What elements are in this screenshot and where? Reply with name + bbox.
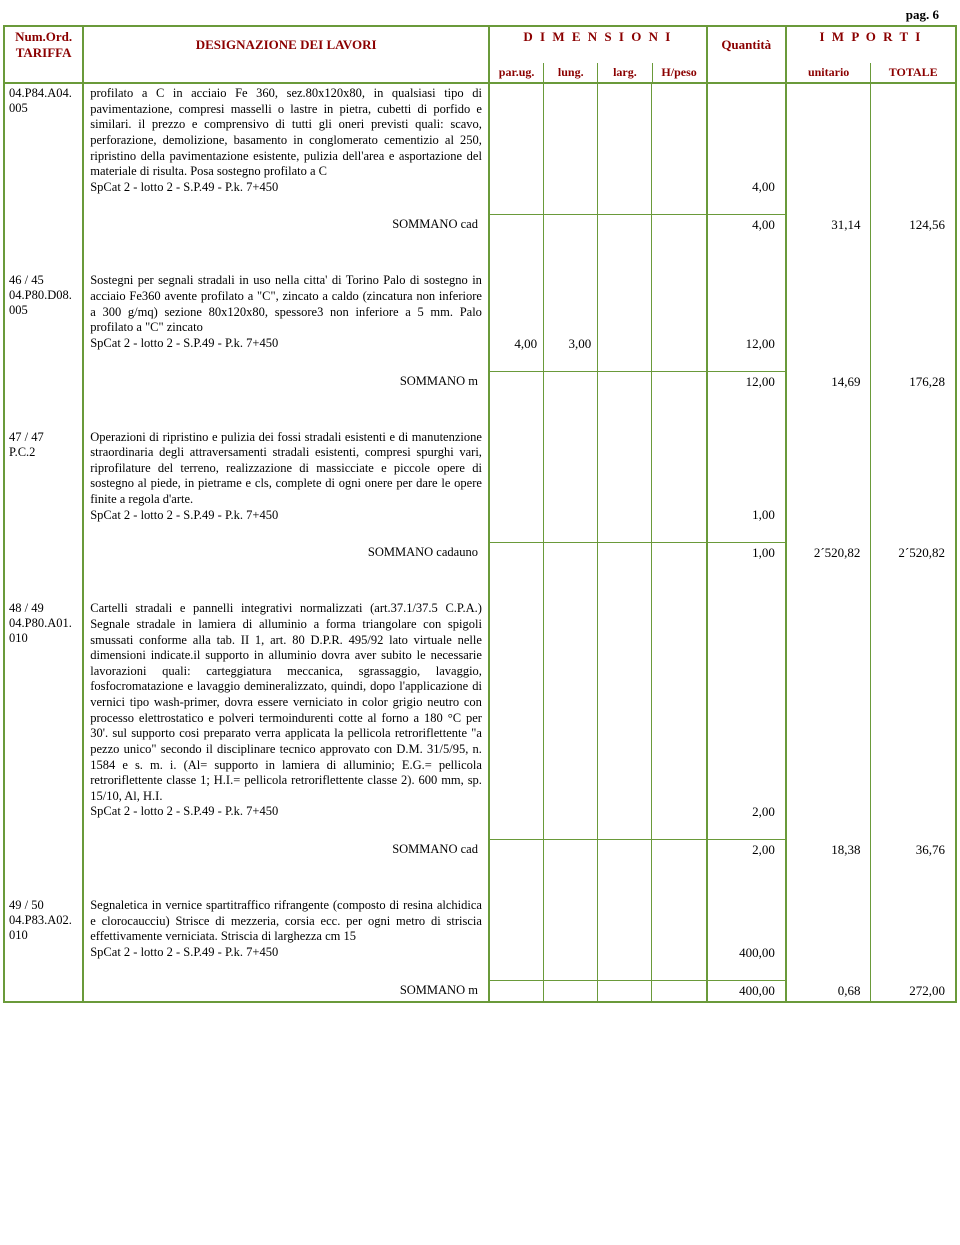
desc-text: Operazioni di ripristino e pulizia dei f… [90, 430, 482, 507]
spcat-text: SpCat 2 - lotto 2 - S.P.49 - P.k. 7+450 [90, 945, 278, 959]
row-qty: 400,00 [708, 896, 787, 963]
code-line: 005 [9, 101, 28, 115]
table-row: 48 / 49 04.P80.A01. 010 Cartelli stradal… [5, 599, 955, 822]
sommano-row: SOMMANO cad 2,00 18,38 36,76 [5, 840, 955, 860]
hdr-sub-dim: par.ug. lung. larg. H/peso [490, 63, 708, 82]
row-qty: 4,00 [708, 84, 787, 197]
row-desc: profilato a C in acciaio Fe 360, sez.80x… [84, 84, 490, 197]
hdr-tariffa-label: TARIFFA [9, 45, 78, 61]
sommano-row: SOMMANO cad 4,00 31,14 124,56 [5, 215, 955, 235]
table-header-sub: par.ug. lung. larg. H/peso unitario TOTA… [5, 63, 955, 84]
code-line: 04.P83.A02. [9, 913, 72, 927]
hdr-tariffa: Num.Ord. TARIFFA [5, 27, 84, 63]
code-line: 04.P80.A01. [9, 616, 72, 630]
total-price: 36,76 [871, 840, 955, 860]
row-desc: Sostegni per segnali stradali in uso nel… [84, 271, 490, 353]
total-price: 2´520,82 [871, 543, 955, 563]
total-price: 124,56 [871, 215, 955, 235]
table-row: 04.P84.A04. 005 profilato a C in acciaio… [5, 84, 955, 197]
code-line: 04.P80.D08. [9, 288, 72, 302]
hdr-design: DESIGNAZIONE DEI LAVORI [84, 27, 490, 63]
desc-text: Sostegni per segnali stradali in uso nel… [90, 273, 482, 334]
row-code: 04.P84.A04. 005 [5, 84, 84, 197]
spcat-text: SpCat 2 - lotto 2 - S.P.49 - P.k. 7+450 [90, 508, 278, 522]
spacer [5, 963, 955, 981]
sommano-label: SOMMANO cad [84, 215, 490, 235]
code-line: 04.P84.A04. [9, 86, 72, 100]
hdr-unitario: unitario [787, 63, 872, 82]
desc-text: Segnaletica in vernice spartitraffico ri… [90, 898, 482, 943]
row-qty: 1,00 [708, 428, 787, 526]
desc-text: profilato a C in acciaio Fe 360, sez.80x… [90, 86, 482, 178]
page: pag. 6 Num.Ord. TARIFFA DESIGNAZIONE DEI… [0, 0, 960, 1006]
sommano-label: SOMMANO m [84, 981, 490, 1001]
sommano-label: SOMMANO cad [84, 840, 490, 860]
spcat-text: SpCat 2 - lotto 2 - S.P.49 - P.k. 7+450 [90, 336, 278, 350]
desc-text: Cartelli stradali e pannelli integrativi… [90, 601, 482, 803]
sommano-row: SOMMANO m 400,00 0,68 272,00 [5, 981, 955, 1001]
table-row: 49 / 50 04.P83.A02. 010 Segnaletica in v… [5, 896, 955, 963]
hdr-hpeso: H/peso [653, 63, 706, 82]
sommano-qty: 2,00 [708, 840, 787, 860]
row-desc: Operazioni di ripristino e pulizia dei f… [84, 428, 490, 526]
hdr-numord: Num.Ord. [9, 29, 78, 45]
hdr-lung: lung. [544, 63, 598, 82]
sommano-qty: 12,00 [708, 372, 787, 392]
code-line: 49 / 50 [9, 898, 44, 912]
unit-price: 18,38 [787, 840, 872, 860]
code-line: 005 [9, 303, 28, 317]
hdr-sub-design [84, 63, 490, 82]
table-row: 46 / 45 04.P80.D08. 005 Sostegni per seg… [5, 271, 955, 353]
row-code: 47 / 47 P.C.2 [5, 428, 84, 526]
spcat-text: SpCat 2 - lotto 2 - S.P.49 - P.k. 7+450 [90, 804, 278, 818]
hdr-totale: TOTALE [871, 63, 955, 82]
unit-price: 2´520,82 [787, 543, 872, 563]
spacer [5, 525, 955, 543]
table-header-top: Num.Ord. TARIFFA DESIGNAZIONE DEI LAVORI… [5, 27, 955, 63]
row-qty: 12,00 [708, 271, 787, 353]
sommano-label: SOMMANO m [84, 372, 490, 392]
parug-val: 4,00 [490, 271, 544, 353]
hdr-sub-qty [708, 63, 787, 82]
spcat-text: SpCat 2 - lotto 2 - S.P.49 - P.k. 7+450 [90, 180, 278, 194]
hdr-parug: par.ug. [490, 63, 544, 82]
row-desc: Segnaletica in vernice spartitraffico ri… [84, 896, 490, 963]
row-qty: 2,00 [708, 599, 787, 822]
lung-val: 3,00 [544, 271, 598, 353]
row-code: 48 / 49 04.P80.A01. 010 [5, 599, 84, 822]
sommano-qty: 400,00 [708, 981, 787, 1001]
table-body: 04.P84.A04. 005 profilato a C in acciaio… [5, 84, 955, 1001]
unit-price: 14,69 [787, 372, 872, 392]
sommano-label: SOMMANO cadauno [84, 543, 490, 563]
hdr-sub-imp: unitario TOTALE [787, 63, 955, 82]
sommano-qty: 4,00 [708, 215, 787, 235]
hdr-larg: larg. [598, 63, 652, 82]
hdr-sub-tariffa [5, 63, 84, 82]
page-number: pag. 6 [3, 3, 957, 25]
table: Num.Ord. TARIFFA DESIGNAZIONE DEI LAVORI… [3, 25, 957, 1003]
code-line: 46 / 45 [9, 273, 44, 287]
code-line: 48 / 49 [9, 601, 44, 615]
table-row: 47 / 47 P.C.2 Operazioni di ripristino e… [5, 428, 955, 526]
hdr-dim: D I M E N S I O N I [490, 27, 708, 63]
code-line: 47 / 47 [9, 430, 44, 444]
unit-price: 0,68 [787, 981, 872, 1001]
spacer [5, 354, 955, 372]
total-price: 176,28 [871, 372, 955, 392]
code-line: 010 [9, 631, 28, 645]
row-code: 46 / 45 04.P80.D08. 005 [5, 271, 84, 353]
code-line: P.C.2 [9, 445, 35, 459]
unit-price: 31,14 [787, 215, 872, 235]
sommano-qty: 1,00 [708, 543, 787, 563]
row-code: 49 / 50 04.P83.A02. 010 [5, 896, 84, 963]
total-price: 272,00 [871, 981, 955, 1001]
code-line: 010 [9, 928, 28, 942]
spacer [5, 822, 955, 840]
sommano-row: SOMMANO cadauno 1,00 2´520,82 2´520,82 [5, 543, 955, 563]
hdr-qty: Quantità [708, 27, 787, 63]
hdr-imp: I M P O R T I [787, 27, 955, 63]
row-desc: Cartelli stradali e pannelli integrativi… [84, 599, 490, 822]
spacer [5, 197, 955, 215]
sommano-row: SOMMANO m 12,00 14,69 176,28 [5, 372, 955, 392]
